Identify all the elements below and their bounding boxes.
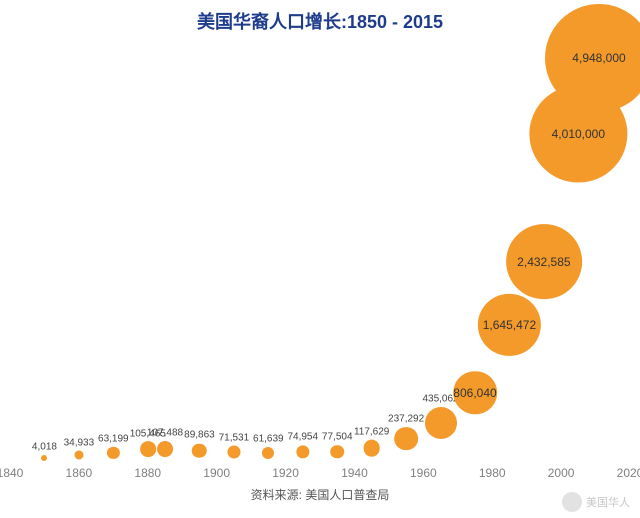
bubble-label: 4,010,000 <box>552 127 605 141</box>
x-axis-tick: 1880 <box>134 466 161 480</box>
x-axis-tick: 1860 <box>66 466 93 480</box>
bubble-label: 89,863 <box>184 430 215 441</box>
bubble <box>363 440 380 457</box>
bubble-label: 4,018 <box>32 441 57 452</box>
x-axis-tick: 2020 <box>617 466 640 480</box>
bubble-label: 63,199 <box>98 433 129 444</box>
bubble-label: 237,292 <box>388 414 424 425</box>
bubble <box>157 441 173 457</box>
chart-caption: 资料来源: 美国人口普查局 <box>0 486 640 503</box>
x-axis-tick: 1900 <box>203 466 230 480</box>
x-axis-tick: 2000 <box>548 466 575 480</box>
watermark-text: 美国华人 <box>586 494 630 510</box>
watermark-icon <box>562 492 582 512</box>
bubble <box>74 451 83 460</box>
bubble-label: 74,954 <box>287 432 318 443</box>
bubble-label: 1,645,472 <box>483 318 536 332</box>
bubble <box>41 455 47 461</box>
bubble <box>140 442 156 458</box>
bubble <box>330 445 344 459</box>
bubble-label: 107,488 <box>147 428 183 439</box>
bubble-label: 71,531 <box>219 432 250 443</box>
bubble-label: 77,504 <box>322 431 353 442</box>
chart-plot-area: 4,01834,93363,199105,465107,48889,86371,… <box>10 38 630 458</box>
bubble <box>394 427 418 451</box>
bubble-label: 806,040 <box>453 386 496 400</box>
x-axis-tick: 1920 <box>272 466 299 480</box>
bubble-label: 61,639 <box>253 433 284 444</box>
bubble <box>296 445 309 458</box>
bubble <box>107 447 119 459</box>
x-axis-tick: 1960 <box>410 466 437 480</box>
watermark: 美国华人 <box>562 492 630 512</box>
x-axis-tick: 1840 <box>0 466 23 480</box>
bubble-label: 2,432,585 <box>517 255 570 269</box>
bubble <box>262 447 274 459</box>
x-axis-tick: 1940 <box>341 466 368 480</box>
bubble <box>425 407 457 439</box>
bubble-label: 4,948,000 <box>572 51 625 65</box>
bubble <box>227 446 240 459</box>
chart-title: 美国华裔人口增长:1850 - 2015 <box>0 8 640 34</box>
bubble-label: 117,629 <box>354 427 389 438</box>
bubble <box>192 443 207 458</box>
bubble-label: 34,933 <box>64 437 95 448</box>
x-axis-tick: 1980 <box>479 466 506 480</box>
